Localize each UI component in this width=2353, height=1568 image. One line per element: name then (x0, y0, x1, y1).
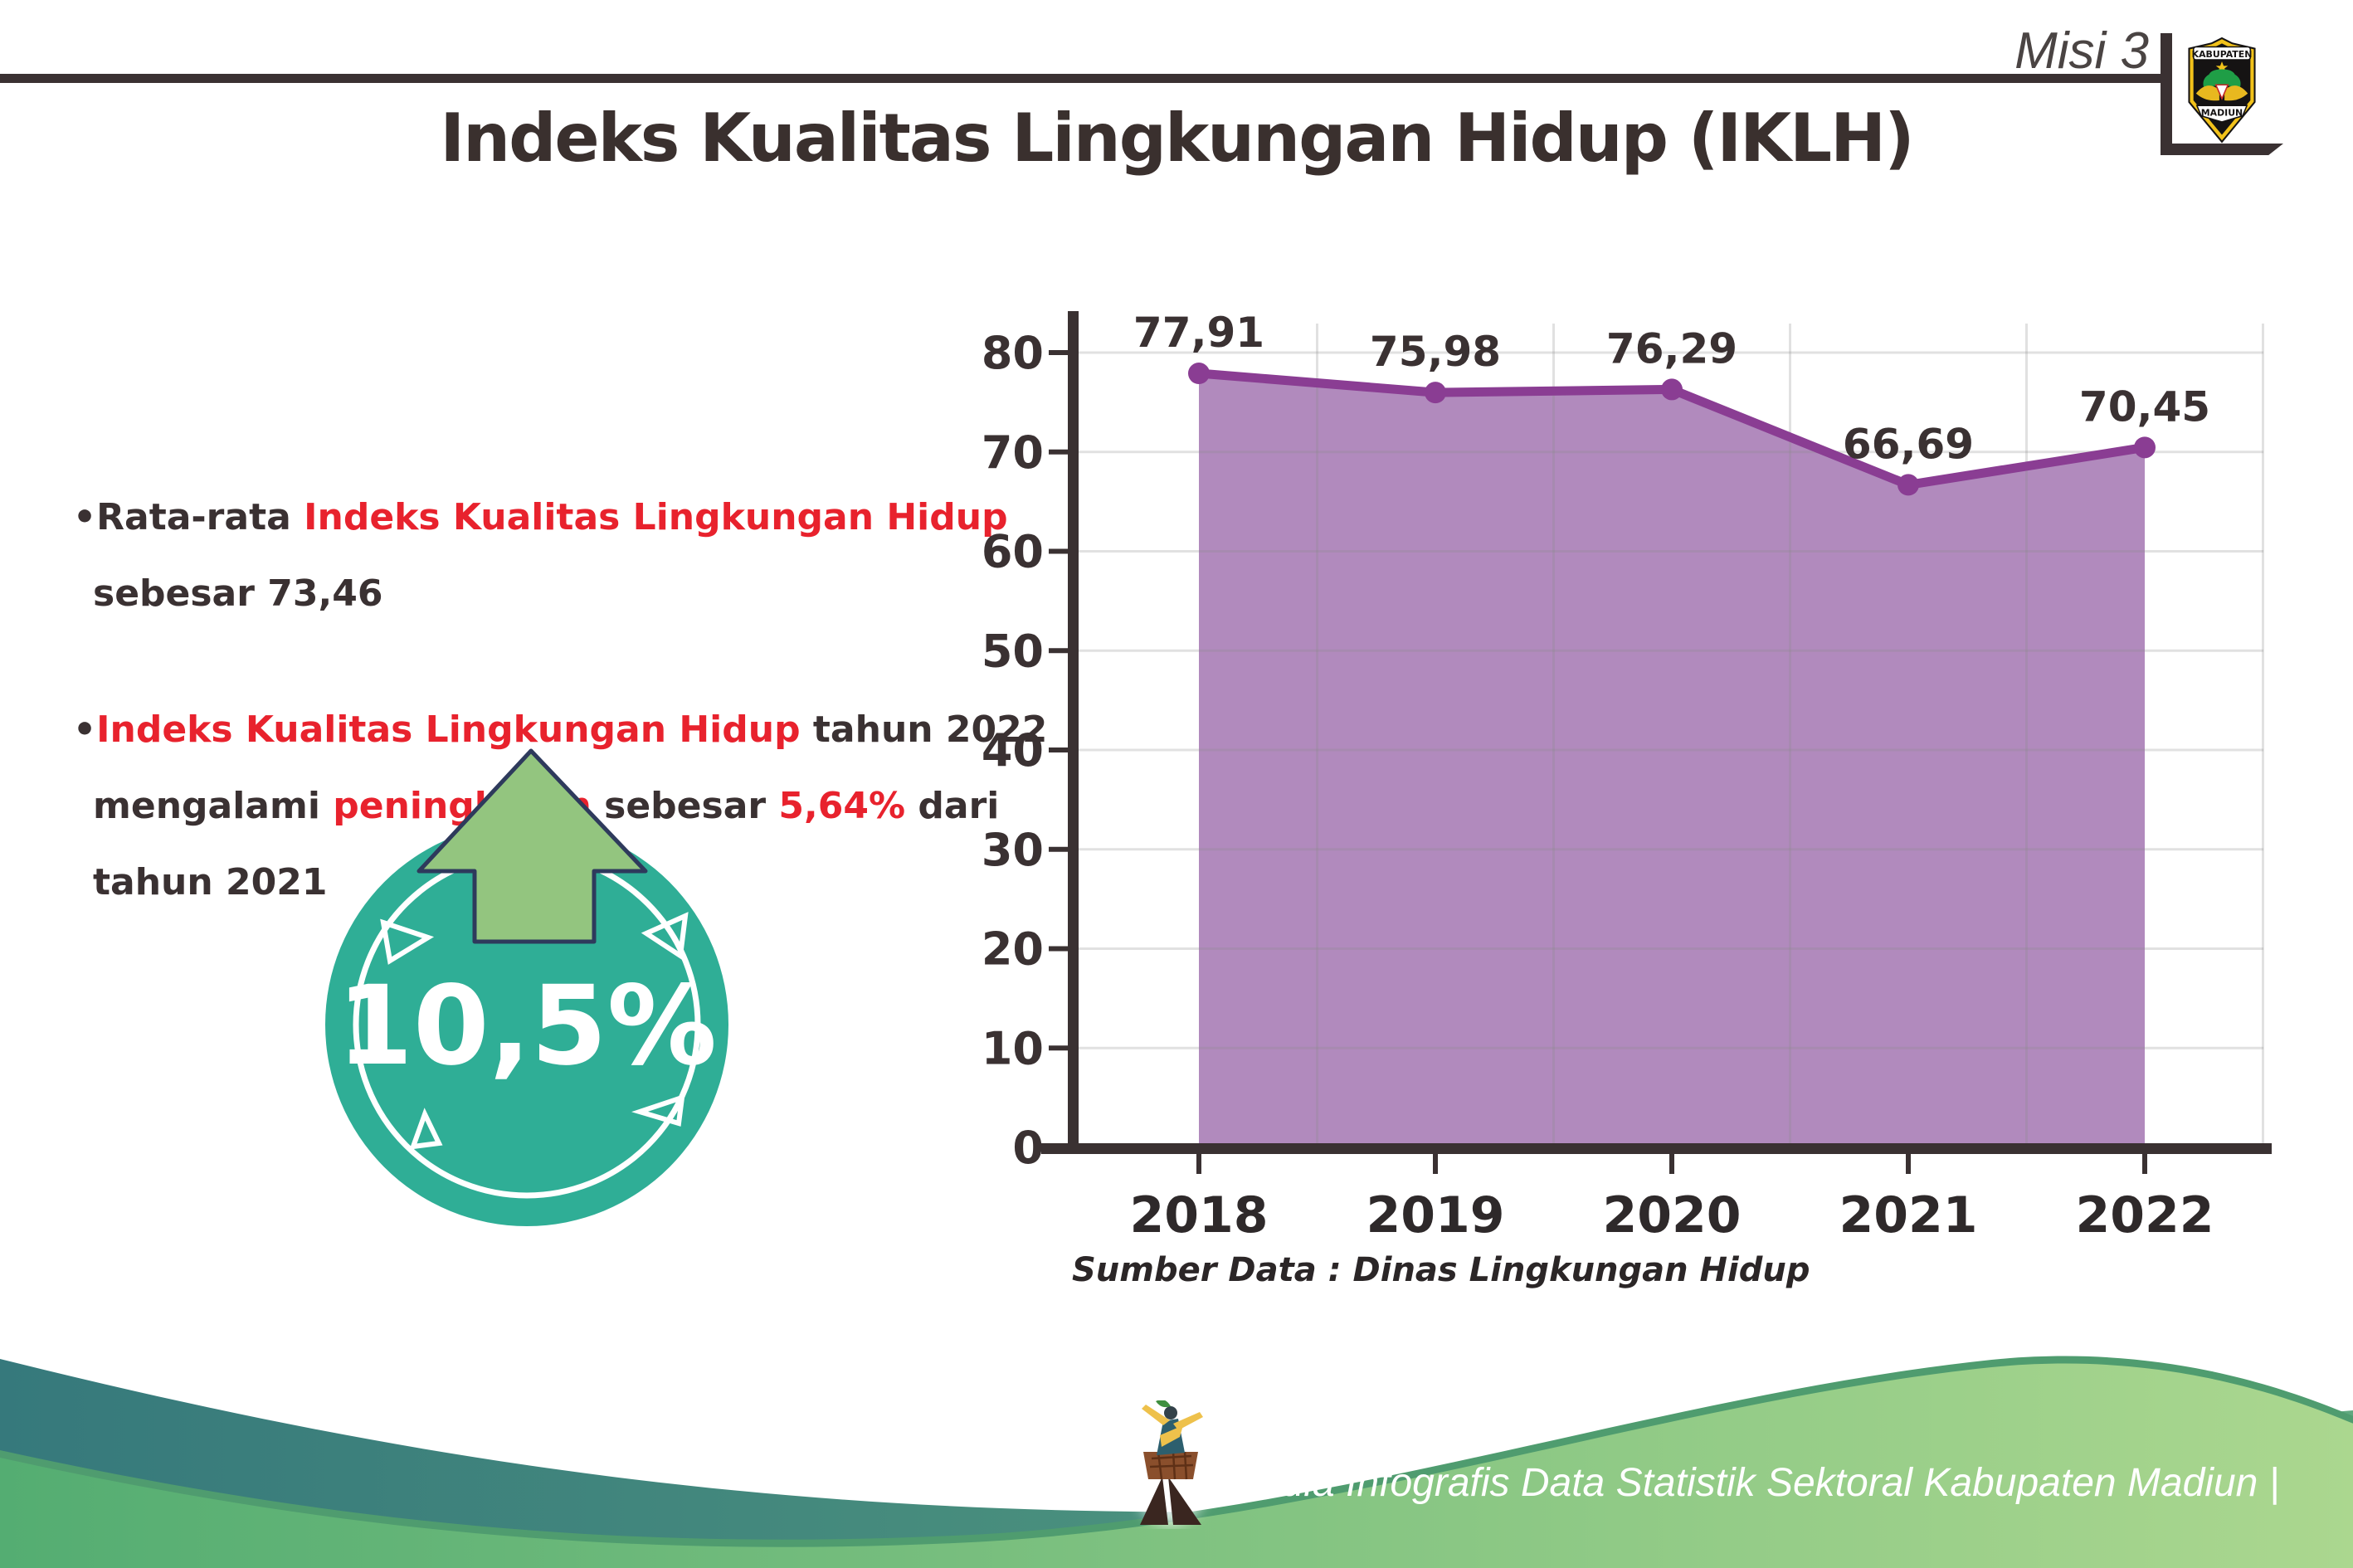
y-axis-label: 40 (982, 724, 1044, 777)
bullet-line: tahun 2021 (93, 845, 1052, 921)
bullet-text-segment: Indeks Kualitas Lingkungan Hidup (96, 709, 801, 751)
logo-center-shield-icon (2214, 84, 2229, 100)
y-axis-label: 30 (982, 824, 1044, 876)
logo-left-wing-icon (2195, 85, 2219, 101)
x-axis-label: 2022 (2076, 1186, 2214, 1244)
x-axis-label: 2019 (1366, 1186, 1505, 1244)
footer-waves (0, 1356, 2353, 1568)
x-axis-label: 2020 (1603, 1186, 1742, 1244)
bullet-text-segment: sebesar 73,46 (93, 572, 383, 615)
x-axis-tick (1433, 1154, 1438, 1174)
y-axis-label: 50 (982, 625, 1044, 677)
y-axis-tick (1049, 747, 1068, 752)
badge-triangle-icon (409, 1108, 443, 1150)
bullet-line: sebesar 73,46 (93, 556, 1052, 632)
badge-triangle-icon (631, 1093, 685, 1127)
badge-circle (325, 823, 728, 1226)
bullet-marker: • (73, 709, 97, 751)
data-point-label: 77,91 (1133, 309, 1264, 357)
logo-tree-icon (2203, 69, 2241, 90)
logo-frame-shadow (2161, 144, 2283, 155)
badge-value: 10,5% (337, 962, 717, 1090)
data-point (1188, 363, 1210, 385)
logo-top-text: KABUPATEN (2192, 49, 2253, 60)
x-axis-line (1041, 1143, 2272, 1154)
bullet-item: •Indeks Kualitas Lingkungan Hidup tahun … (73, 692, 1052, 921)
bullet-item: •Rata-rata Indeks Kualitas Lingkungan Hi… (73, 480, 1052, 632)
logo-top-ribbon (2192, 46, 2252, 61)
bullet-text-segment: Rata-rata (96, 496, 304, 538)
data-point (1661, 378, 1683, 401)
y-axis-label: 70 (982, 426, 1044, 479)
chart-area-fill (1199, 373, 2145, 1148)
footer-green-wave (0, 1363, 2353, 1568)
data-point (1898, 474, 1919, 496)
iklh-area-chart: 77,91 75,98 76,29 66,69 70,45 0 10 20 30 40 50 60 70… (982, 309, 2272, 1244)
bullet-text-segment: Indeks Kualitas Lingkungan Hidup (304, 496, 1008, 538)
x-axis-tick (1196, 1154, 1201, 1174)
header-rule (0, 74, 2167, 83)
up-arrow-icon (417, 748, 648, 944)
source-note: Sumber Data : Dinas Lingkungan Hidup (1072, 1251, 1810, 1289)
bullet-text-segment: tahun 2022 (800, 709, 1048, 751)
y-axis-tick (1049, 449, 1068, 455)
bullet-line: mengalami peningkatan sebesar 5,64% dari (93, 768, 1052, 845)
page-title: Indeks Kualitas Lingkungan Hidup (IKLH) (440, 100, 1914, 177)
bullet-text-segment: mengalami (93, 785, 334, 827)
y-axis-tick (1049, 648, 1068, 654)
y-axis-tick (1049, 350, 1068, 355)
bullet-marker: • (73, 496, 97, 538)
logo-right-wing-icon (2224, 85, 2248, 101)
logo-bottom-ribbon (2195, 105, 2248, 123)
y-axis-tick (1049, 846, 1068, 852)
y-axis-tick (1049, 548, 1068, 554)
bullet-text-segment: dari (905, 785, 1000, 827)
bullet-text-segment: 5,64% (778, 785, 906, 827)
bullet-line: •Indeks Kualitas Lingkungan Hidup tahun … (73, 692, 1052, 768)
y-axis-label: 10 (982, 1022, 1044, 1074)
y-axis-label: 60 (982, 526, 1044, 578)
footer-credit: Media Infografis Data Statistik Sektoral… (1226, 1461, 2280, 1505)
data-point-label: 70,45 (2079, 382, 2210, 431)
logo-bottom-text: MADIUN (2201, 108, 2243, 119)
data-point (2134, 436, 2156, 459)
badge-triangle-icon (641, 912, 689, 961)
dancer-mascot-icon (1131, 1400, 1211, 1525)
data-point-label: 66,69 (1843, 420, 1974, 468)
y-axis-tick (1049, 946, 1068, 952)
kabupaten-madiun-logo: KABUPATEN MADIUN (2188, 37, 2256, 144)
x-axis-tick (1906, 1154, 1911, 1174)
x-axis-tick (1669, 1154, 1674, 1174)
x-axis-label: 2018 (1130, 1186, 1269, 1244)
increase-badge: 10,5% (325, 748, 728, 1226)
data-point-label: 76,29 (1606, 324, 1737, 373)
y-axis-tick (1049, 1045, 1068, 1051)
bullet-text-segment: tahun 2021 (93, 861, 328, 903)
bullet-text-segment: sebesar (591, 785, 779, 827)
y-axis-label: 0 (1012, 1122, 1044, 1174)
x-axis-tick (2142, 1154, 2147, 1174)
y-axis-line (1068, 311, 1079, 1154)
y-axis-label: 80 (982, 327, 1044, 379)
bullet-list: •Rata-rata Indeks Kualitas Lingkungan Hi… (73, 480, 1052, 981)
y-axis-label: 20 (982, 923, 1044, 976)
logo-frame-vertical (2161, 33, 2172, 155)
misi-label: Misi 3 (2014, 22, 2149, 80)
bullet-line: •Rata-rata Indeks Kualitas Lingkungan Hi… (73, 480, 1052, 556)
x-axis-label: 2021 (1839, 1186, 1978, 1244)
badge-triangle-icon (380, 918, 435, 965)
data-point (1425, 382, 1446, 404)
data-point-label: 75,98 (1370, 328, 1501, 376)
